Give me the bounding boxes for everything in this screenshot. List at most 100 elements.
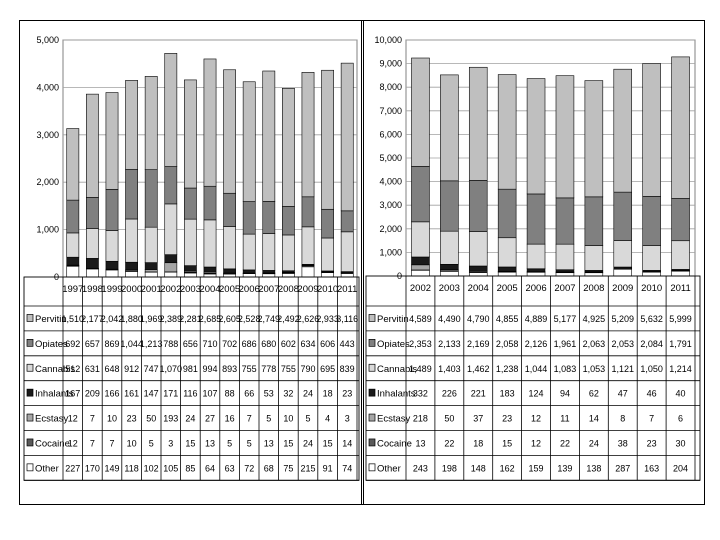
data-label: 8 — [620, 414, 625, 424]
bar-segment-pervitin — [262, 70, 276, 202]
bar-segment-other — [125, 271, 138, 278]
panel-divider — [361, 20, 364, 505]
data-label: 14 — [342, 438, 352, 448]
bar-segment-other — [66, 265, 80, 278]
data-label: 171 — [163, 389, 178, 399]
legend-label: Other — [377, 463, 401, 474]
bar-segment-pervitin — [105, 92, 119, 190]
data-label: 1,238 — [496, 364, 519, 374]
data-label: 2,177 — [81, 314, 104, 324]
bar-segment-opiates — [671, 198, 690, 242]
data-label: 912 — [124, 364, 139, 374]
data-label: 2,063 — [583, 339, 606, 349]
data-label: 15 — [502, 438, 512, 448]
data-label: 18 — [323, 389, 333, 399]
bar-segment-opiates — [203, 185, 217, 221]
data-label: 24 — [589, 438, 599, 448]
bar-segment-opiates — [144, 169, 158, 228]
bar-segment-inhalants — [440, 263, 459, 270]
data-label: 7 — [109, 438, 114, 448]
data-label: 37 — [473, 414, 483, 424]
data-label: 12 — [531, 414, 541, 424]
y-tick-label: 5,000 — [379, 153, 402, 163]
data-label: 159 — [529, 463, 544, 473]
bar-segment-cannabis — [282, 234, 295, 272]
data-label: 91 — [323, 463, 333, 473]
bar-segment-other — [184, 272, 197, 278]
legend-label: Cocaine — [377, 438, 412, 449]
bar-segment-pervitin — [468, 66, 488, 181]
bar-segment-inhalants — [223, 268, 236, 274]
data-label: 1,121 — [611, 364, 634, 374]
data-label: 10 — [283, 414, 293, 424]
data-label: 1,880 — [120, 314, 143, 324]
legend-swatch-pervitin — [368, 314, 376, 322]
data-label: 680 — [261, 339, 276, 349]
bar-segment-ecstasy — [144, 269, 158, 273]
data-label: 4,589 — [409, 314, 432, 324]
bar-segment-opiates — [282, 206, 295, 236]
data-label: 1,462 — [467, 364, 490, 374]
bar-segment-inhalants — [125, 261, 138, 271]
y-tick-label: 7,000 — [379, 106, 402, 116]
data-label: 167 — [65, 389, 80, 399]
data-label: 10 — [107, 414, 117, 424]
bar-segment-other — [262, 273, 276, 278]
bar-segment-opiates — [497, 188, 517, 239]
bar-segment-pervitin — [164, 53, 178, 167]
bar-segment-cannabis — [86, 228, 99, 259]
bar-segment-opiates — [66, 199, 80, 234]
chart-panel-2: 01,0002,0003,0004,0005,0006,0007,0008,00… — [365, 35, 701, 481]
bar-segment-other — [440, 271, 459, 277]
data-label: 747 — [144, 364, 159, 374]
bar-segment-inhalants — [526, 268, 546, 272]
legend-swatch-cannabis — [368, 363, 376, 372]
bar-segment-opiates — [468, 180, 488, 232]
data-label: 3 — [168, 438, 173, 448]
bar-segment-opiates — [262, 201, 276, 234]
data-table-border — [365, 275, 701, 481]
x-tick-label: 2004 — [468, 283, 489, 294]
data-label: 2,281 — [179, 314, 202, 324]
x-tick-label: 2007 — [554, 283, 575, 294]
legend-label: Opiates — [35, 339, 68, 350]
x-tick-label: 2001 — [141, 284, 162, 295]
data-label: 161 — [124, 389, 139, 399]
data-label: 22 — [560, 438, 570, 448]
data-label: 107 — [202, 389, 217, 399]
bar-segment-cannabis — [468, 231, 488, 267]
data-label: 7 — [90, 414, 95, 424]
data-label: 215 — [300, 463, 315, 473]
y-tick-label: 3,000 — [379, 200, 402, 210]
legend-swatch-pervitin — [26, 314, 34, 322]
data-label: 2,626 — [297, 314, 320, 324]
data-label: 94 — [560, 389, 570, 399]
data-label: 62 — [589, 389, 599, 399]
data-label: 72 — [244, 463, 254, 473]
y-tick-label: 4,000 — [379, 177, 402, 187]
bar-segment-opiates — [642, 196, 661, 246]
bar-segment-ecstasy — [164, 262, 178, 273]
data-label: 2,042 — [101, 314, 124, 324]
bar-segment-cannabis — [144, 226, 158, 263]
data-label: 227 — [65, 463, 80, 473]
data-label: 11 — [560, 414, 569, 424]
legend-label: Ecstasy — [377, 414, 411, 425]
data-label: 15 — [283, 438, 293, 448]
data-label: 23 — [502, 414, 512, 424]
bar-segment-cannabis — [184, 218, 197, 266]
x-tick-label: 2000 — [121, 284, 142, 295]
data-label: 139 — [557, 463, 572, 473]
bar-segment-pervitin — [642, 63, 661, 197]
data-label: 2,084 — [640, 339, 663, 349]
x-tick-label: 2005 — [497, 283, 518, 294]
data-label: 10 — [127, 438, 137, 448]
x-tick-label: 2007 — [258, 284, 279, 295]
y-tick-label: 1,000 — [379, 247, 402, 257]
bar-segment-other — [282, 273, 295, 278]
data-label: 1,403 — [438, 364, 461, 374]
bar-segment-other — [584, 272, 604, 277]
bar-segment-opiates — [440, 180, 459, 232]
bar-segment-inhalants — [86, 258, 99, 269]
data-label: 788 — [163, 339, 178, 349]
